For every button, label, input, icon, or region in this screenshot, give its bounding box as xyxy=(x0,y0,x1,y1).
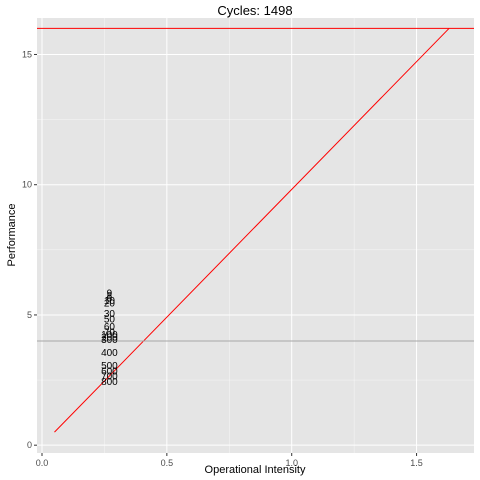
x-tick-label: 0.5 xyxy=(161,458,174,468)
y-tick-label: 5 xyxy=(27,310,32,320)
chart-title: Cycles: 1498 xyxy=(217,3,292,18)
y-tick-label: 15 xyxy=(22,49,32,59)
y-axis-label: Performance xyxy=(6,204,18,267)
y-tick-label: 0 xyxy=(27,440,32,450)
point-label: 20 xyxy=(104,299,116,310)
point-label: 800 xyxy=(101,377,118,388)
x-tick-label: 1.5 xyxy=(410,458,423,468)
point-label: 400 xyxy=(101,348,118,359)
x-tick-label: 0.0 xyxy=(36,458,49,468)
x-axis-label: Operational Intensity xyxy=(205,464,306,476)
point-label: 300 xyxy=(101,335,118,346)
y-tick-label: 10 xyxy=(22,180,32,190)
